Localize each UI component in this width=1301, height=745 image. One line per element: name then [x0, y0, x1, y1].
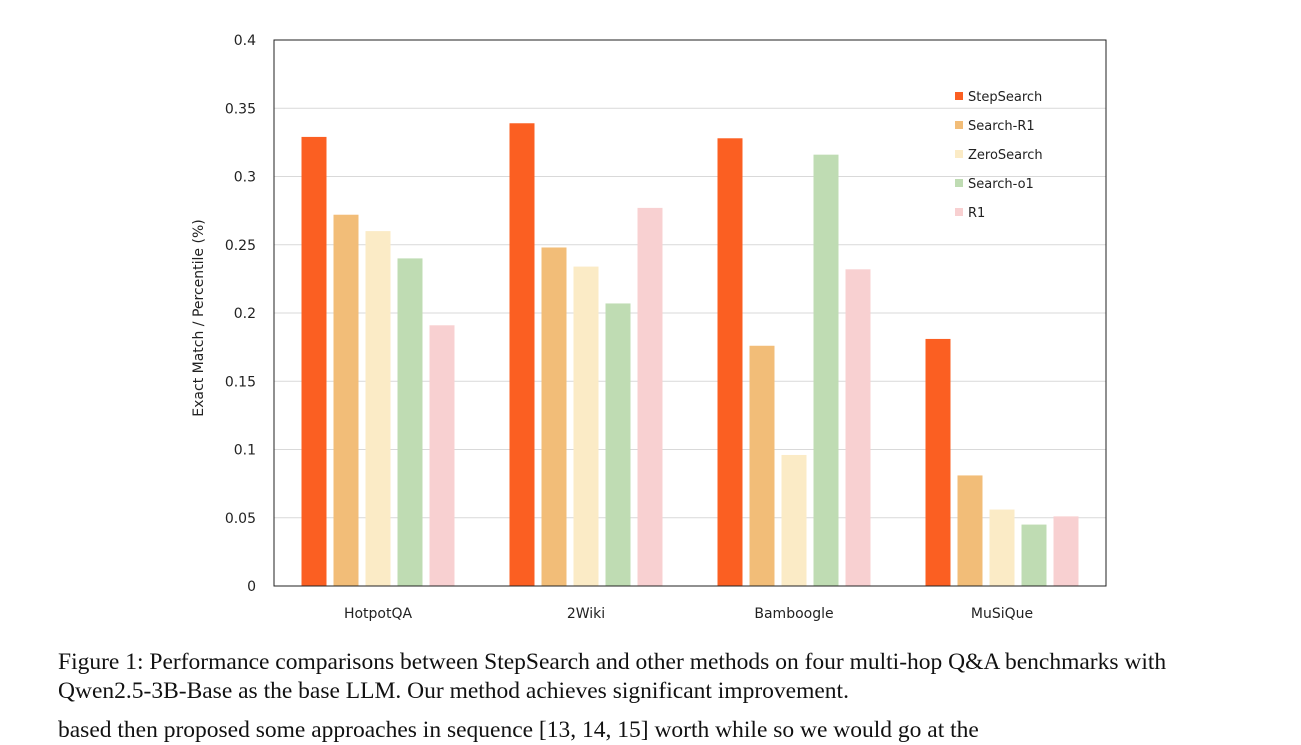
y-tick-label: 0.4 — [234, 33, 256, 49]
bar — [573, 266, 599, 586]
bar — [637, 207, 663, 586]
bar — [813, 154, 839, 586]
legend-swatch — [955, 121, 963, 129]
bar-chart: 0 0.05 0.1 0.15 0.2 0.25 0.3 0.35 0.4 HotpotQA 2W… — [191, 33, 1107, 622]
bar — [1021, 524, 1047, 586]
bar — [957, 475, 983, 586]
figure-caption: Figure 1: Performance comparisons betwee… — [58, 649, 1167, 704]
x-tick-label: 2Wiki — [567, 606, 605, 622]
bar — [605, 303, 631, 586]
x-tick-label: HotpotQA — [344, 606, 413, 622]
plot-frame — [273, 39, 1107, 587]
legend: StepSearch Search-R1 ZeroSearch Search-o1 R1 — [955, 90, 1043, 221]
y-tick-label: 0.2 — [234, 306, 256, 322]
x-tick-label: Bamboogle — [754, 606, 833, 622]
legend-label: Search-R1 — [968, 119, 1035, 134]
y-tick-label: 0.25 — [225, 238, 256, 254]
y-tick-labels: 0 0.05 0.1 0.15 0.2 0.25 0.3 0.35 0.4 — [225, 33, 256, 595]
legend-swatch — [955, 208, 963, 216]
legend-swatch — [955, 150, 963, 158]
bar — [365, 231, 391, 586]
x-tick-labels: HotpotQA 2Wiki Bamboogle MuSiQue — [344, 606, 1033, 622]
body-text-cutoff: based then proposed some approaches in s… — [58, 717, 979, 743]
bars — [301, 123, 1079, 587]
legend-swatch — [955, 92, 963, 100]
bar — [749, 345, 775, 586]
bar — [541, 247, 567, 587]
y-tick-label: 0 — [247, 579, 256, 595]
legend-label: StepSearch — [968, 90, 1042, 105]
x-tick-label: MuSiQue — [971, 606, 1033, 622]
bar — [301, 136, 327, 587]
bar — [925, 338, 951, 586]
bar — [781, 454, 807, 586]
y-tick-label: 0.3 — [234, 170, 256, 186]
legend-label: Search-o1 — [968, 177, 1034, 192]
y-tick-label: 0.35 — [225, 101, 256, 117]
y-axis-label: Exact Match / Percentile (%) — [191, 219, 207, 416]
y-tick-label: 0.05 — [225, 511, 256, 527]
legend-swatch — [955, 179, 963, 187]
y-tick-label: 0.15 — [225, 374, 256, 390]
y-tick-label: 0.1 — [234, 443, 256, 459]
legend-label: ZeroSearch — [968, 148, 1043, 163]
bar — [429, 325, 455, 586]
bar — [1053, 516, 1079, 586]
bar — [397, 258, 423, 586]
bar — [509, 123, 535, 586]
bar — [717, 138, 743, 586]
bar — [333, 214, 359, 586]
legend-label: R1 — [968, 206, 985, 221]
bar — [845, 269, 871, 586]
bar — [989, 509, 1015, 586]
